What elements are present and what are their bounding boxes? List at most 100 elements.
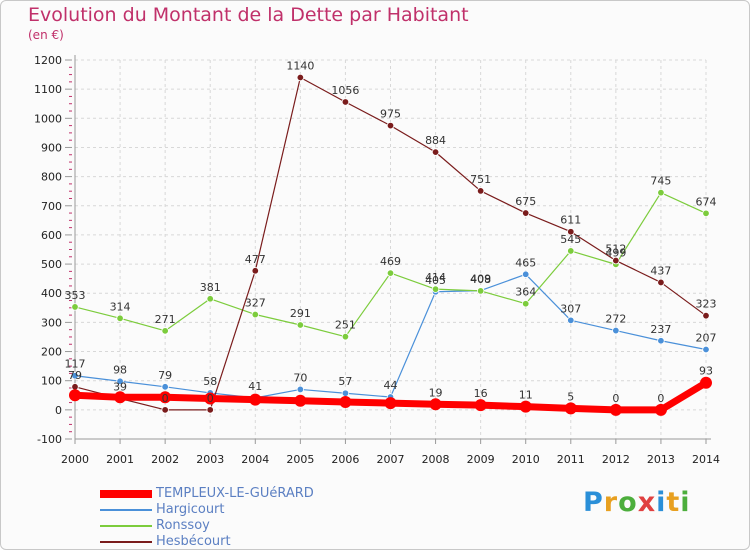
- data-label: 414: [425, 271, 446, 284]
- y-tick-label: 500: [41, 258, 62, 271]
- logo-letter: r: [603, 487, 619, 518]
- x-tick-label: 2002: [151, 453, 179, 466]
- y-tick-label: 200: [41, 346, 62, 359]
- series-point-0: [654, 403, 667, 416]
- series-point-1: [116, 377, 124, 385]
- series-point-3: [71, 383, 79, 391]
- data-label: 307: [560, 302, 581, 315]
- x-tick-label: 2014: [692, 453, 720, 466]
- series-point-1: [341, 389, 350, 397]
- data-label: 16: [474, 387, 488, 400]
- data-label: 237: [650, 323, 671, 336]
- series-point-0: [249, 393, 262, 406]
- x-tick-label: 2007: [377, 453, 405, 466]
- data-label: 675: [515, 195, 536, 208]
- data-label: 512: [605, 243, 626, 256]
- data-label: 291: [290, 307, 311, 320]
- data-label: 0: [162, 392, 169, 405]
- series-point-3: [386, 121, 395, 130]
- data-label: 674: [696, 195, 717, 208]
- data-label: 327: [245, 297, 266, 310]
- data-label: 405: [425, 274, 446, 287]
- data-label-layer: 19 16 11 5 0 0 93 117 98 79 58 41 70 57 44 405 409 465 307…: [65, 59, 717, 404]
- series-point-1: [296, 385, 305, 394]
- data-label: 207: [696, 331, 717, 344]
- series-point-2: [657, 188, 665, 197]
- data-label: 1056: [331, 84, 359, 97]
- series-point-0: [294, 394, 307, 407]
- series-point-0: [159, 391, 172, 404]
- chart-title: Evolution du Montant de la Dette par Hab…: [28, 4, 469, 26]
- series-point-2: [206, 295, 214, 303]
- series-point-0: [519, 400, 532, 413]
- data-label: 19: [429, 386, 443, 399]
- x-tick-label: 2009: [467, 453, 495, 466]
- x-tick-label: 2003: [196, 453, 224, 466]
- series-point-3: [341, 98, 350, 106]
- legend-swatch: [100, 490, 152, 498]
- data-label: 11: [519, 389, 533, 402]
- y-tick-label: 700: [41, 200, 62, 213]
- y-tick-label: 1200: [34, 54, 62, 67]
- y-tick-label: 100: [41, 375, 62, 388]
- series-point-2: [251, 310, 259, 319]
- series-point-2: [702, 209, 710, 218]
- data-label: 611: [560, 214, 581, 227]
- data-label: 975: [380, 108, 401, 121]
- series-point-2: [476, 287, 485, 295]
- series-point-3: [702, 311, 710, 320]
- x-tick-label: 2005: [286, 453, 314, 466]
- y-tick-label: 400: [41, 287, 62, 300]
- data-label: 465: [515, 256, 536, 269]
- series-point-1: [657, 337, 665, 345]
- data-label: 251: [335, 319, 356, 332]
- series-point-0: [114, 391, 127, 404]
- data-label: 437: [650, 264, 671, 277]
- series-point-0: [564, 402, 577, 415]
- series-point-3: [161, 406, 169, 414]
- series-point-2: [567, 247, 575, 255]
- series-point-3: [296, 73, 305, 82]
- x-tick-label: 2010: [512, 453, 540, 466]
- data-label: 0: [207, 392, 214, 405]
- data-label: 745: [650, 175, 671, 188]
- y-tick-label: 0: [55, 404, 62, 417]
- data-label: 93: [699, 365, 713, 378]
- series-point-1: [702, 345, 710, 354]
- legend-label: TEMPLEUX-LE-GUéRARD: [156, 486, 314, 501]
- y-tick-label: 1000: [34, 112, 62, 125]
- series-point-0: [204, 392, 217, 405]
- series-point-1: [522, 270, 530, 278]
- logo-letter: P: [583, 487, 604, 518]
- series-layer: [69, 73, 712, 416]
- series-point-0: [429, 398, 442, 411]
- series-point-0: [609, 403, 622, 416]
- series-point-2: [431, 285, 440, 293]
- series-point-1: [161, 383, 169, 391]
- series-point-3: [431, 148, 440, 156]
- data-label: 41: [248, 380, 262, 393]
- series-point-1: [71, 372, 79, 380]
- x-tick-label: 2001: [106, 453, 134, 466]
- series-point-0: [384, 397, 397, 410]
- y-tick-label: 900: [41, 141, 62, 154]
- data-label: 57: [338, 375, 352, 388]
- legend-swatch: [100, 525, 152, 527]
- logo-letter: o: [618, 487, 638, 518]
- data-label: 469: [380, 255, 401, 268]
- proxiti-logo: Proxiti: [583, 487, 691, 518]
- data-label: 1140: [286, 59, 314, 72]
- logo-letter: x: [637, 487, 657, 518]
- series-point-2: [522, 300, 530, 308]
- series-point-0: [474, 399, 487, 412]
- x-tick-label: 2008: [422, 453, 450, 466]
- y-tick-label: 800: [41, 171, 62, 184]
- series-point-3: [476, 187, 485, 195]
- data-label: 272: [605, 313, 626, 326]
- data-label: 44: [384, 379, 398, 392]
- data-label: 0: [612, 392, 619, 405]
- series-point-3: [206, 406, 214, 414]
- data-label: 79: [68, 369, 82, 382]
